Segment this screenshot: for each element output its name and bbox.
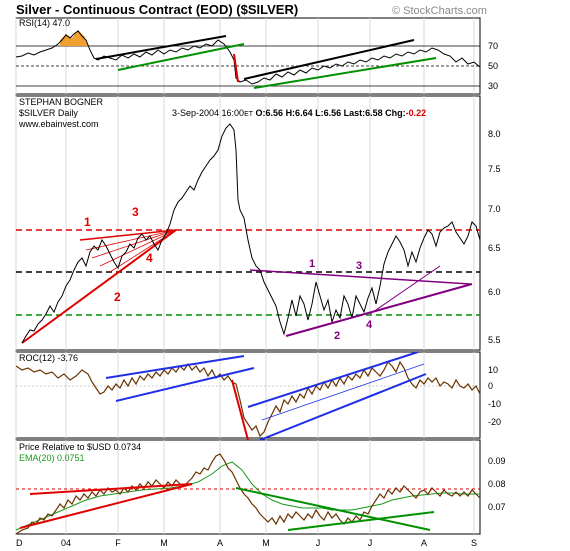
rel-tick-0.08: 0.08 — [488, 479, 506, 489]
x-tick-label: S — [471, 538, 477, 548]
price-panel: STEPHAN BOGNER $SILVER Daily www.ebainve… — [16, 97, 501, 345]
x-tick-label: A — [217, 538, 223, 548]
rsi-tick-30: 30 — [488, 81, 498, 91]
rel-label: Price Relative to $USD 0.0734 — [19, 442, 141, 452]
rsi-black-trend-1 — [95, 35, 227, 60]
rsi-label: RSI(14) 47.0 — [19, 18, 70, 28]
x-tick-label: D — [16, 538, 23, 548]
roc-blue-midline — [261, 363, 425, 421]
annot-l-3: 3 — [132, 205, 139, 219]
roc-blue-channel-bottom-2 — [259, 373, 427, 441]
x-tick-label: F — [115, 538, 121, 548]
annot-r-4: 4 — [366, 319, 373, 331]
x-axis: D 04 F M A M J J A S — [16, 538, 477, 548]
purple-triangle-bottom — [285, 283, 473, 337]
annot-l-1: 1 — [84, 215, 91, 229]
rel-panel-frame — [15, 439, 481, 535]
price-tick-6.0: 6.0 — [488, 287, 501, 297]
month-gridlines — [15, 18, 475, 534]
annot-l-4: 4 — [146, 251, 153, 265]
rsi-green-trend-1 — [117, 43, 245, 71]
roc-blue-channel-bottom-1 — [115, 367, 255, 402]
rel-green-trend-bottom — [287, 511, 435, 531]
x-tick-label: M — [262, 538, 270, 548]
x-tick-label: M — [160, 538, 168, 548]
rsi-red-drop — [233, 53, 239, 83]
price-tick-8.0: 8.0 — [488, 129, 501, 139]
purple-triangle-top — [249, 269, 471, 285]
symbol-label: $SILVER Daily — [19, 108, 78, 118]
website-label: www.ebainvest.com — [18, 119, 99, 129]
price-tick-6.5: 6.5 — [488, 243, 501, 253]
rel-green-trend-top — [235, 487, 431, 531]
rel-red-trend-bottom — [19, 483, 193, 529]
rel-red-trend-top — [29, 483, 193, 495]
roc-blue-channel-top-1 — [105, 355, 245, 379]
price-tick-7.5: 7.5 — [488, 164, 501, 174]
rsi-tick-50: 50 — [488, 61, 498, 71]
quote-line: 3-Sep-2004 16:00ET O:6.56 H:6.64 L:6.56 … — [172, 108, 426, 118]
annot-r-2: 2 — [334, 330, 340, 342]
price-series — [21, 123, 481, 344]
purple-breakout — [369, 265, 441, 315]
roc-tick-10: 10 — [488, 365, 498, 375]
rsi-panel-frame — [15, 17, 481, 95]
roc-tick-0: 0 — [488, 381, 493, 391]
rel-tick-0.07: 0.07 — [488, 502, 506, 512]
author-label: STEPHAN BOGNER — [19, 97, 104, 107]
roc-tick-minus10: -10 — [488, 399, 501, 409]
x-tick-label: 04 — [61, 538, 71, 548]
x-tick-label: A — [421, 538, 427, 548]
x-tick-label: J — [368, 538, 373, 548]
price-tick-7.0: 7.0 — [488, 204, 501, 214]
rel-tick-0.09: 0.09 — [488, 456, 506, 466]
red-trend-up — [21, 229, 177, 344]
rsi-black-trend-2 — [243, 39, 415, 80]
annot-r-1: 1 — [309, 258, 315, 270]
chart-title: Silver - Continuous Contract (EOD) ($SIL… — [16, 2, 298, 17]
red-triangle-top — [79, 229, 177, 241]
roc-tick-minus20: -20 — [488, 417, 501, 427]
ema-label: EMA(20) 0.0751 — [19, 453, 85, 463]
roc-panel: ROC(12) -3.76 10 0 -10 -20 — [15, 351, 501, 441]
roc-blue-channel-top-2 — [247, 351, 419, 408]
rsi-green-trend-2 — [253, 57, 437, 89]
x-tick-label: J — [316, 538, 321, 548]
roc-label: ROC(12) -3.76 — [19, 353, 78, 363]
price-tick-5.5: 5.5 — [488, 335, 501, 345]
roc-red-drop — [231, 379, 249, 441]
rsi-tick-70: 70 — [488, 41, 498, 51]
annot-l-2: 2 — [114, 290, 121, 304]
annot-r-3: 3 — [356, 260, 362, 272]
rel-series — [15, 453, 481, 535]
roc-panel-frame — [15, 351, 481, 439]
rsi-panel: RSI(14) 47.0 70 50 30 — [15, 18, 498, 91]
rel-panel: Price Relative to $USD 0.0734 EMA(20) 0.… — [15, 442, 506, 535]
watermark: © StockCharts.com — [392, 5, 487, 17]
rsi-series — [15, 30, 481, 85]
roc-series — [15, 360, 481, 438]
price-panel-frame — [15, 95, 481, 351]
